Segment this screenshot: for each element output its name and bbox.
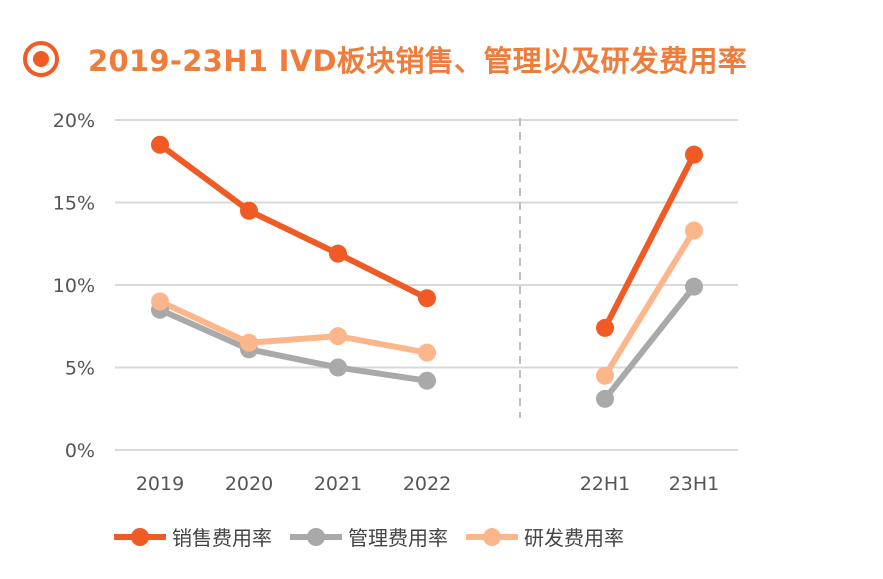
data-point-sales xyxy=(418,289,436,308)
y-tick-label: 20% xyxy=(53,110,95,132)
data-point-sales xyxy=(596,318,614,337)
data-point-sales xyxy=(240,201,258,220)
x-tick-label: 22H1 xyxy=(580,473,631,495)
legend-swatch-admin xyxy=(290,527,342,546)
data-point-sales xyxy=(685,145,703,164)
data-point-admin xyxy=(418,371,436,390)
chart-title: 2019-23H1 IVD板块销售、管理以及研发费用率 xyxy=(88,44,748,78)
y-tick-label: 15% xyxy=(53,193,95,215)
target-icon xyxy=(22,40,60,78)
legend: 销售费用率 管理费用率 研发费用率 xyxy=(112,522,640,551)
series-line-rd xyxy=(158,298,428,356)
data-point-rd xyxy=(418,343,436,362)
legend-label-rd: 研发费用率 xyxy=(524,526,624,550)
x-tick-label: 2021 xyxy=(314,473,362,495)
data-point-sales xyxy=(151,135,169,154)
series-line-admin xyxy=(158,307,428,384)
series-lines xyxy=(158,142,697,401)
data-point-rd xyxy=(151,292,169,311)
series-line-sales xyxy=(158,142,429,301)
x-tick-label: 2019 xyxy=(136,473,184,495)
data-point-admin xyxy=(329,358,347,377)
data-point-rd xyxy=(685,221,703,240)
chart-title-row: 2019-23H1 IVD板块销售、管理以及研发费用率 xyxy=(22,34,747,84)
series-line-rd xyxy=(602,228,697,378)
legend-item-admin: 管理费用率 xyxy=(288,522,448,551)
x-axis-ticks: 2019 2020 2021 2022 22H1 23H1 xyxy=(136,473,719,495)
x-tick-label: 2022 xyxy=(403,473,451,495)
y-axis-ticks: 0% 5% 10% 15% 20% xyxy=(53,110,95,462)
x-tick-label: 23H1 xyxy=(669,473,720,495)
data-point-sales xyxy=(329,244,347,263)
gridlines xyxy=(115,118,738,451)
legend-item-rd: 研发费用率 xyxy=(464,522,624,551)
y-tick-label: 5% xyxy=(65,358,95,380)
series-points xyxy=(151,135,703,408)
legend-swatch-rd xyxy=(466,527,518,546)
data-point-rd xyxy=(596,366,614,385)
data-point-admin xyxy=(596,389,614,408)
legend-label-sales: 销售费用率 xyxy=(172,526,272,550)
legend-label-admin: 管理费用率 xyxy=(348,526,448,550)
y-tick-label: 10% xyxy=(53,275,95,297)
data-point-rd xyxy=(240,333,258,352)
series-line-admin xyxy=(602,284,697,401)
data-point-admin xyxy=(685,277,703,296)
data-point-rd xyxy=(329,327,347,346)
y-tick-label: 0% xyxy=(65,440,95,462)
series-line-sales xyxy=(602,153,697,330)
legend-swatch-sales xyxy=(114,527,166,546)
legend-item-sales: 销售费用率 xyxy=(112,522,272,551)
x-tick-label: 2020 xyxy=(225,473,273,495)
